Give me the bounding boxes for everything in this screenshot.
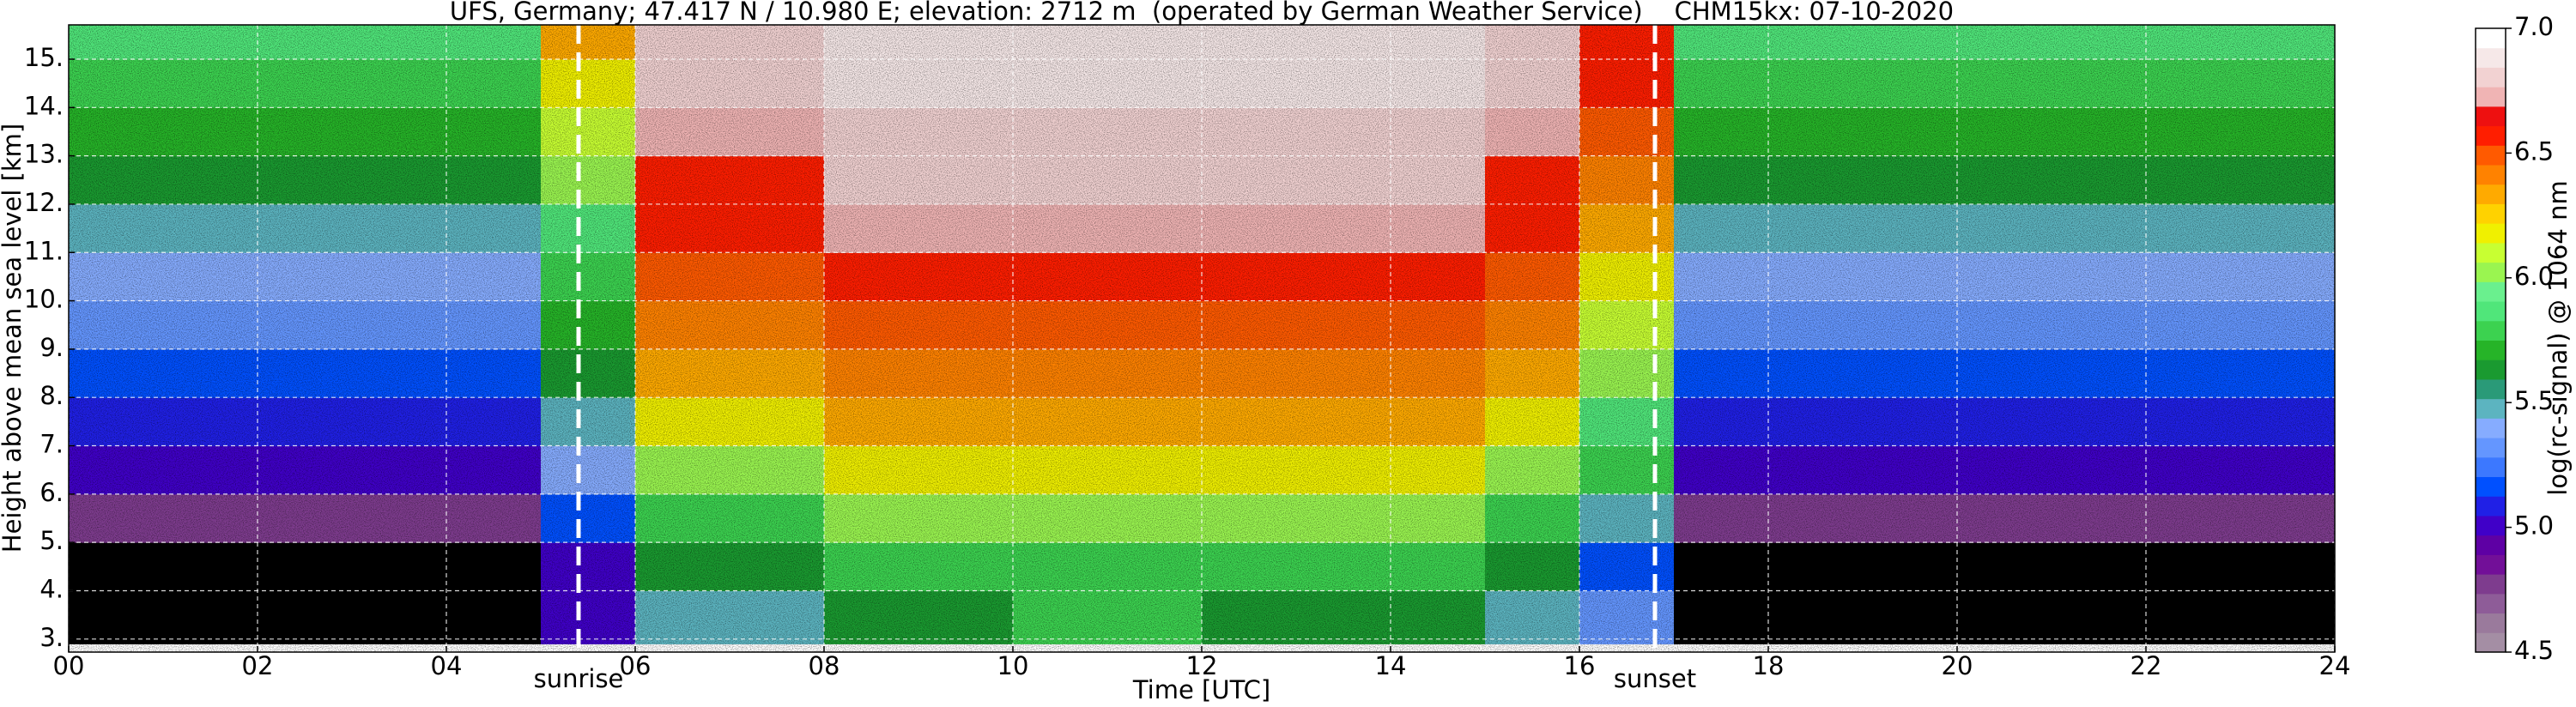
colorbar-swatch: [2476, 535, 2506, 555]
colorbar-tick-label: 7.0: [2514, 12, 2554, 41]
colorbar-swatch: [2476, 281, 2506, 302]
x-tick-label: 14: [1375, 651, 1407, 680]
colorbar-swatch: [2476, 340, 2506, 360]
y-tick-label: 14.: [24, 91, 64, 120]
x-tick-label: 12: [1186, 651, 1218, 680]
colorbar-swatch: [2476, 515, 2506, 536]
colorbar-swatch: [2476, 360, 2506, 380]
colorbar-swatch: [2476, 438, 2506, 458]
colorbar-frame: [2475, 27, 2506, 653]
y-tick-label: 15.: [24, 43, 64, 72]
x-tick-label: 18: [1753, 651, 1785, 680]
x-tick-label: 24: [2319, 651, 2351, 680]
colorbar-swatch: [2476, 398, 2506, 419]
x-tick-label: 20: [1942, 651, 1973, 680]
colorbar-swatch: [2476, 106, 2506, 127]
colorbar-swatch: [2476, 613, 2506, 633]
y-tick-label: 8.: [39, 381, 64, 410]
colorbar-swatch: [2476, 165, 2506, 185]
colorbar-swatch: [2476, 378, 2506, 400]
colorbar-swatch: [2476, 574, 2506, 595]
colorbar-tick-label: 4.5: [2514, 636, 2554, 665]
colorbar-swatch: [2476, 87, 2506, 107]
colorbar-swatch: [2476, 203, 2506, 224]
colorbar-swatch: [2476, 496, 2506, 517]
colorbar-swatch: [2476, 554, 2506, 575]
y-tick-label: 4.: [39, 574, 64, 603]
colorbar-swatch: [2476, 320, 2506, 341]
chart-title: UFS, Germany; 47.417 N / 10.980 E; eleva…: [450, 0, 1954, 26]
x-tick-label: 08: [809, 651, 840, 680]
colorbar-swatch: [2476, 301, 2506, 322]
colorbar-tick-label: 5.0: [2514, 511, 2554, 541]
colorbar-label: log(rc-signal) @ 1064 nm: [2543, 180, 2573, 495]
colorbar-tick-label: 6.0: [2514, 262, 2554, 291]
y-tick-label: 6.: [39, 478, 64, 507]
colorbar-swatch: [2476, 593, 2506, 614]
x-tick-label: 00: [53, 651, 85, 680]
overlay: 00 02 04 06 08 10 12 14 16 18 20 22 24 3. 4. 5. 6. 7. 8. 9.…: [24, 25, 2351, 693]
x-tick-label: 16: [1564, 651, 1596, 680]
colorbar-swatch: [2476, 145, 2506, 166]
colorbar-swatch: [2476, 47, 2506, 68]
colorbar-swatch: [2476, 476, 2506, 497]
colorbar-tick-label: 5.5: [2514, 386, 2554, 415]
x-tick-label: 02: [242, 651, 274, 680]
y-tick-label: 5.: [39, 526, 64, 555]
colorbar-swatch: [2476, 632, 2506, 653]
colorbar-tick-label: 6.5: [2514, 136, 2554, 166]
y-axis-label: Height above mean sea level [km]: [0, 124, 27, 553]
x-tick-label: 04: [431, 651, 463, 680]
colorbar-swatch: [2476, 28, 2506, 49]
colorbar-swatch: [2476, 67, 2506, 88]
y-tick-label: 7.: [39, 430, 64, 459]
annotation-label: sunset: [1614, 664, 1696, 693]
y-tick-label: 13.: [24, 140, 64, 169]
colorbar-swatch: [2476, 125, 2506, 146]
annotation-label: sunrise: [534, 664, 624, 693]
x-axis-label: Time [UTC]: [1132, 675, 1270, 704]
plot-frame: [68, 24, 2336, 653]
colorbar-swatch: [2476, 456, 2506, 478]
y-tick-label: 12.: [24, 188, 64, 217]
y-tick-label: 10.: [24, 285, 64, 314]
colorbar-swatch: [2476, 262, 2506, 282]
x-tick-label: 06: [620, 651, 652, 680]
y-tick-label: 3.: [39, 623, 64, 652]
colorbar-swatch: [2476, 223, 2506, 244]
colorbar-swatch: [2476, 184, 2506, 204]
x-tick-label: 10: [997, 651, 1029, 680]
colorbar-swatch: [2476, 418, 2506, 438]
y-tick-label: 11.: [24, 236, 64, 265]
colorbar-swatch: [2476, 242, 2506, 263]
x-tick-label: 22: [2131, 651, 2162, 680]
y-tick-label: 9.: [39, 333, 64, 362]
